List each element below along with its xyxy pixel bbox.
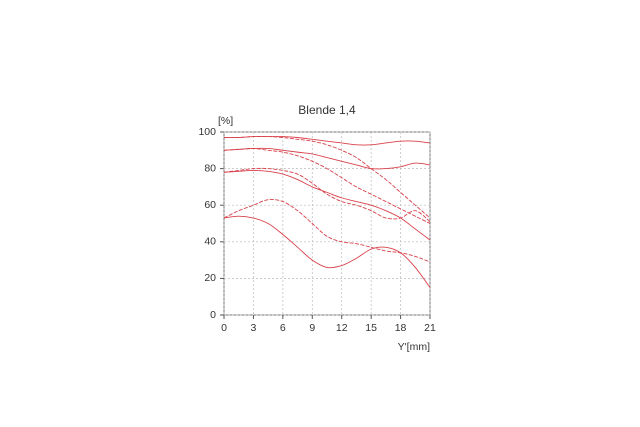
plot-frame	[223, 131, 431, 316]
mtf-curve	[223, 147, 431, 170]
x-tick-label: 6	[280, 322, 286, 334]
x-tick-label: 9	[309, 322, 315, 334]
chart-title: Blende 1,4	[298, 103, 356, 117]
mtf-curve	[223, 215, 431, 288]
x-tick-label: 3	[251, 322, 257, 334]
x-axis-label: Y'[mm]	[398, 341, 430, 353]
y-axis-label: [%]	[218, 115, 233, 127]
x-tick-label: 0	[221, 322, 227, 334]
y-tick-label: 80	[204, 162, 216, 174]
mtf-curve	[223, 169, 431, 241]
x-tick-label: 12	[336, 322, 348, 334]
y-tick-label: 40	[204, 236, 216, 248]
mtf-curve	[223, 136, 431, 146]
x-tick-label: 18	[395, 322, 407, 334]
mtf-curve	[223, 167, 431, 223]
y-tick-label: 20	[204, 272, 216, 284]
mtf-curve	[223, 199, 431, 263]
y-tick-label: 60	[204, 199, 216, 211]
y-tick-label: 0	[210, 309, 216, 321]
x-tick-label: 15	[365, 322, 377, 334]
x-tick-label: 21	[424, 322, 436, 334]
mtf-curve	[223, 148, 431, 224]
y-tick-label: 100	[198, 126, 216, 138]
mtf-curve	[223, 136, 431, 219]
